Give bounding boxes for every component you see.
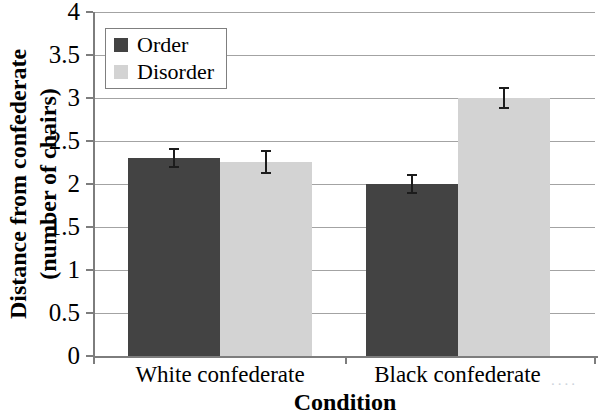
- legend-swatch-order: [114, 38, 128, 52]
- y-axis-line: [93, 12, 95, 364]
- error-bar-cap: [169, 148, 179, 150]
- x-axis-title: Condition: [95, 389, 595, 415]
- legend-swatch-disorder: [114, 65, 128, 79]
- error-bar-cap: [499, 107, 509, 109]
- error-bar-cap: [169, 166, 179, 168]
- error-bar: [411, 175, 413, 192]
- error-bar: [265, 151, 267, 173]
- legend-item-label: Disorder: [137, 59, 214, 84]
- y-tick-label: 0: [0, 343, 80, 369]
- error-bar-cap: [407, 192, 417, 194]
- y-tick-label: 0.5: [0, 300, 80, 326]
- error-bar-cap: [261, 172, 271, 174]
- y-tick: [86, 183, 93, 185]
- bar-order-1: [128, 158, 220, 356]
- gridline: [95, 12, 595, 13]
- y-tick: [86, 355, 93, 357]
- legend-item: Disorder: [114, 59, 214, 84]
- legend-item: Order: [114, 32, 214, 57]
- y-tick-label: 3: [0, 85, 80, 111]
- faint-dots: ....: [551, 372, 578, 389]
- error-bar: [503, 88, 505, 109]
- legend: OrderDisorder: [105, 28, 227, 89]
- category-labels: White confederate Black confederate: [95, 363, 595, 389]
- y-tick-label: 3.5: [0, 42, 80, 68]
- category-label: White confederate: [135, 363, 304, 387]
- y-tick: [86, 54, 93, 56]
- bar-disorder-1: [220, 162, 312, 356]
- y-tick-label: 1: [0, 257, 80, 283]
- y-tick-labels: 00.511.522.533.54: [0, 12, 86, 356]
- y-tick: [86, 97, 93, 99]
- error-bar-cap: [261, 150, 271, 152]
- y-tick-label: 2: [0, 171, 80, 197]
- error-bar: [173, 149, 175, 166]
- bar-disorder-2: [458, 98, 550, 356]
- legend-item-label: Order: [137, 32, 188, 57]
- bar-order-2: [366, 184, 458, 356]
- y-tick-label: 2.5: [0, 128, 80, 154]
- plot-area: OrderDisorder: [95, 12, 595, 356]
- bar-chart: Distance from confederate (number of cha…: [0, 0, 600, 416]
- y-tick-label: 1.5: [0, 214, 80, 240]
- y-tick: [86, 226, 93, 228]
- error-bar-cap: [407, 174, 417, 176]
- y-tick: [86, 11, 93, 13]
- error-bar-cap: [499, 87, 509, 89]
- y-tick: [86, 140, 93, 142]
- category-label: Black confederate: [374, 363, 541, 387]
- y-tick: [86, 269, 93, 271]
- y-tick: [86, 312, 93, 314]
- y-tick-label: 4: [0, 0, 80, 25]
